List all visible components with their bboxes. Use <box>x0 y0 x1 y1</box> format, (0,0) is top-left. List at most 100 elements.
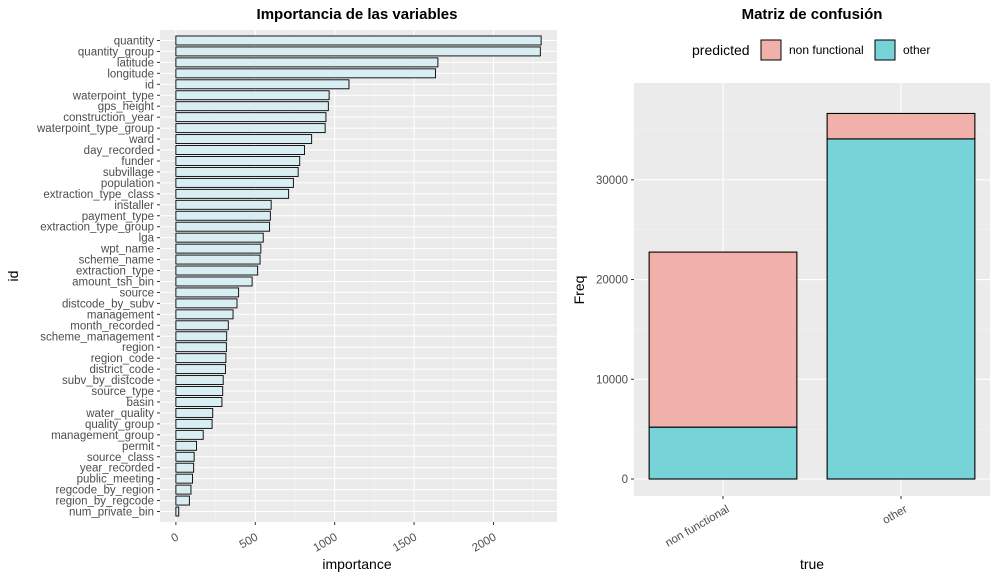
bar-extraction-type-class <box>175 188 290 199</box>
y-tick-label-0: 0 <box>622 474 628 486</box>
confusion-y-tick-labels: 0 10000 20000 30000 <box>596 175 634 486</box>
x-tick-label-2000: 2000 <box>470 531 498 554</box>
legend-swatch-non-functional <box>760 39 782 61</box>
y-tick-label-region-code: region_code <box>91 353 154 365</box>
legend-swatch-other <box>874 39 896 61</box>
importance-y-axis-title: id <box>5 271 21 282</box>
bar-payment-type <box>175 210 271 221</box>
legend-title: predicted <box>692 42 750 58</box>
bar-management-group <box>175 429 204 440</box>
importance-plot-panel <box>160 30 557 522</box>
bar-permit <box>175 440 197 451</box>
importance-y-tick-labels: quantityquantity_grouplatitudelongitudei… <box>36 35 160 519</box>
bar-basin <box>175 397 223 407</box>
y-tick-label-extraction-type: extraction_type <box>76 266 154 278</box>
bar-non-functional-other <box>648 426 798 480</box>
bar-day-recorded <box>175 145 305 155</box>
y-tick-label-extraction-type-class: extraction_type_class <box>43 189 154 201</box>
y-tick-label-regcode-by-region: regcode_by_region <box>56 485 154 497</box>
y-tick-label-source-class: source_class <box>87 452 154 464</box>
bar-num-private-bin <box>175 506 180 517</box>
bar-distcode-by-subv <box>175 298 238 309</box>
bar-year-recorded <box>175 462 195 473</box>
y-tick-label-scheme-name: scheme_name <box>79 255 154 267</box>
y-tick-label-gps-height: gps_height <box>98 101 155 113</box>
x-tick-label-500: 500 <box>238 531 261 551</box>
y-tick-label-num-private-bin: num_private_bin <box>69 507 154 519</box>
y-tick-label-water-quality: water_quality <box>85 408 154 420</box>
bar-management <box>175 309 234 320</box>
y-tick-label-longitude: longitude <box>107 68 154 80</box>
bar-source <box>175 287 240 298</box>
y-tick-label-installer: installer <box>114 200 154 212</box>
importance-x-tick-labels: 0 500 1000 1500 2000 <box>169 522 499 555</box>
bar-latitude <box>175 57 439 68</box>
bar-longitude <box>175 68 436 79</box>
bar-regcode-by-region <box>175 484 192 495</box>
bar-source-type <box>175 386 224 396</box>
legend-label-other: other <box>903 43 930 57</box>
bar-water-quality <box>175 407 214 418</box>
bar-scheme-name <box>175 254 261 265</box>
y-tick-label-latitude: latitude <box>117 57 154 69</box>
bar-gps-height <box>175 101 329 112</box>
y-tick-label-10000: 10000 <box>596 374 628 386</box>
bar-population <box>175 177 294 188</box>
y-tick-label-distcode-by-subv: distcode_by_subv <box>62 298 154 310</box>
y-tick-label-amount-tsh-bin: amount_tsh_bin <box>72 276 154 288</box>
bar-other-non-functional <box>826 112 976 140</box>
bar-waterpoint-type <box>175 90 330 101</box>
bar-non-functional-non-functional <box>648 251 798 428</box>
y-tick-label-construction-year: construction_year <box>63 112 154 124</box>
x-tick-label-non-functional: non functional <box>663 503 731 549</box>
bar-other-other <box>826 138 976 480</box>
bar-subvillage <box>175 166 299 177</box>
y-tick-label-quantity-group: quantity_group <box>78 46 154 58</box>
bar-region-code <box>175 353 227 364</box>
y-tick-label-year-recorded: year_recorded <box>80 463 154 475</box>
y-tick-label-region: region <box>122 342 154 354</box>
y-tick-label-waterpoint-type: waterpoint_type <box>72 90 154 102</box>
y-tick-label-payment-type: payment_type <box>82 211 154 223</box>
y-tick-label-id: id <box>145 79 154 91</box>
y-tick-label-management: management <box>87 309 155 321</box>
confusion-chart: Matriz de confusión predicted non functi… <box>571 6 990 572</box>
confusion-x-axis-title: true <box>800 556 824 572</box>
x-tick-label-0: 0 <box>169 531 181 545</box>
bar-quantity <box>175 35 542 46</box>
bar-installer <box>175 199 272 210</box>
y-tick-label-wpt-name: wpt_name <box>100 244 154 256</box>
confusion-x-tick-labels: non functional other <box>663 496 910 550</box>
y-tick-label-source: source <box>119 287 154 299</box>
confusion-chart-title: Matriz de confusión <box>742 6 883 23</box>
y-tick-label-month-recorded: month_recorded <box>70 320 154 332</box>
bar-ward <box>175 134 313 145</box>
y-tick-label-permit: permit <box>122 441 155 453</box>
confusion-y-axis-title: Freq <box>571 276 587 305</box>
bar-waterpoint-type-group <box>175 123 326 134</box>
x-tick-label-1500: 1500 <box>391 531 419 554</box>
bar-quantity-group <box>175 46 541 57</box>
x-tick-label-1000: 1000 <box>312 531 340 554</box>
bar-funder <box>175 156 301 166</box>
importance-x-axis-title: importance <box>322 556 391 572</box>
y-tick-label-district-code: district_code <box>89 364 154 376</box>
bar-district-code <box>175 364 226 375</box>
bar-extraction-type <box>175 265 259 276</box>
legend-label-non-functional: non functional <box>789 43 864 57</box>
legend: predicted non functional other <box>692 39 930 61</box>
bar-source-class <box>175 451 195 462</box>
y-tick-label-basin: basin <box>127 397 155 409</box>
importance-bars <box>175 35 542 517</box>
y-tick-label-lga: lga <box>139 233 155 245</box>
bar-wpt-name <box>175 243 262 254</box>
importance-chart: Importancia de las variables quantityqua… <box>5 6 557 572</box>
bar-amount-tsh-bin <box>175 276 253 287</box>
y-tick-label-public-meeting: public_meeting <box>77 474 154 486</box>
y-tick-label-funder: funder <box>121 156 154 168</box>
y-tick-label-population: population <box>101 178 154 190</box>
x-tick-label-other: other <box>881 503 910 527</box>
y-tick-label-management-group: management_group <box>51 430 154 442</box>
y-tick-label-scheme-management: scheme_management <box>40 331 155 343</box>
